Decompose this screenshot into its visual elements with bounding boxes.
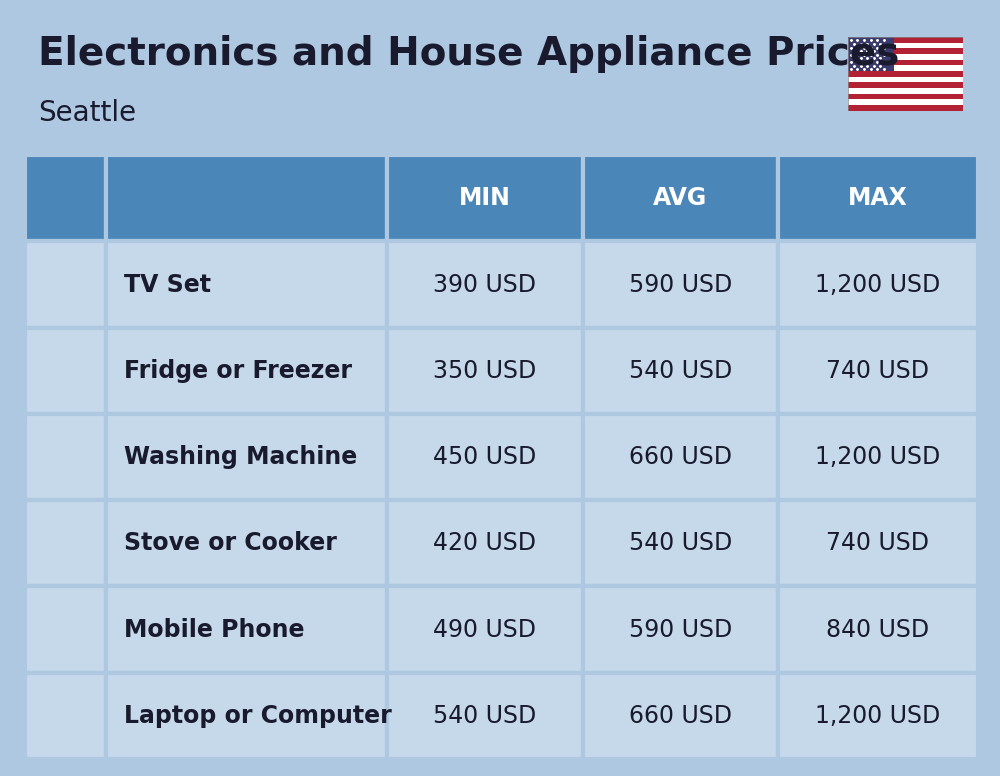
Polygon shape [43,275,68,282]
FancyBboxPatch shape [49,550,82,558]
Bar [45,282,57,289]
Polygon shape [42,698,89,718]
Bar [848,65,962,71]
Bar [56,622,61,627]
Bar [70,629,76,633]
FancyBboxPatch shape [38,525,93,562]
Text: MAX: MAX [848,186,908,210]
FancyBboxPatch shape [46,548,85,559]
Circle shape [49,449,82,472]
Circle shape [63,646,68,649]
FancyBboxPatch shape [39,438,92,476]
Bar [70,622,76,627]
Bar [49,705,82,708]
Text: 740 USD: 740 USD [826,532,929,556]
Text: 740 USD: 740 USD [826,359,929,383]
Text: 540 USD: 540 USD [629,532,732,556]
Bar [45,276,71,282]
Text: 1,200 USD: 1,200 USD [815,704,941,728]
Text: Electronics and House Appliance Prices: Electronics and House Appliance Prices [38,35,899,73]
Text: AVG: AVG [653,186,707,210]
Circle shape [75,543,81,547]
Bar [848,99,962,105]
Bar [63,635,69,639]
Bar [848,71,962,77]
Bar [56,629,61,633]
Bar [848,36,894,71]
FancyBboxPatch shape [36,268,95,296]
Text: 390 USD: 390 USD [433,272,536,296]
Text: 350 USD: 350 USD [433,359,536,383]
Text: 840 USD: 840 USD [826,618,929,642]
FancyBboxPatch shape [47,608,84,651]
Circle shape [47,442,54,446]
Bar [49,708,82,712]
Text: 450 USD: 450 USD [433,445,536,469]
Text: 420 USD: 420 USD [433,532,536,556]
Bar [60,282,71,289]
Text: 540 USD: 540 USD [629,359,732,383]
Circle shape [47,541,59,549]
Bar [848,54,962,60]
Circle shape [63,442,68,445]
Text: TV Set: TV Set [124,272,211,296]
Circle shape [50,532,56,536]
Text: 540 USD: 540 USD [433,704,536,728]
Text: 660 USD: 660 USD [629,445,732,469]
Bar [848,60,962,65]
Bar [848,94,962,99]
Bar [49,712,82,715]
Bar [54,300,77,301]
Polygon shape [39,722,92,725]
Bar [63,622,69,627]
Polygon shape [46,699,85,716]
Bar [51,389,57,391]
Bar [848,48,962,54]
Text: MIN: MIN [459,186,511,210]
Text: Washing Machine: Washing Machine [124,445,357,469]
Circle shape [47,530,59,539]
FancyBboxPatch shape [54,615,77,645]
Bar [63,629,69,633]
FancyBboxPatch shape [45,352,86,391]
Bar [63,615,69,621]
Bar [49,702,82,704]
Circle shape [53,452,78,469]
Text: Laptop or Computer: Laptop or Computer [124,704,392,728]
Bar [848,82,962,88]
Bar [848,88,962,94]
Circle shape [73,530,84,539]
Bar [56,615,61,621]
Text: Seattle: Seattle [38,99,136,127]
Bar [59,612,73,614]
Text: 590 USD: 590 USD [629,272,732,296]
Text: Stove or Cooker: Stove or Cooker [124,532,337,556]
Bar [70,615,76,621]
Bar [70,442,80,445]
Bar [848,36,962,43]
Bar [848,77,962,82]
Text: Mobile Phone: Mobile Phone [124,618,305,642]
Polygon shape [38,718,93,722]
Bar [848,105,962,110]
Text: 490 USD: 490 USD [433,618,536,642]
Bar [848,43,962,48]
Polygon shape [61,295,70,300]
Text: 1,200 USD: 1,200 USD [815,272,941,296]
Bar [51,473,58,476]
Text: Fridge or Freezer: Fridge or Freezer [124,359,352,383]
Circle shape [50,543,56,547]
Bar [77,373,81,383]
Text: 660 USD: 660 USD [629,704,732,728]
Bar [73,473,80,476]
Circle shape [73,541,84,549]
Bar [56,635,61,639]
Bar [70,635,76,639]
Text: 590 USD: 590 USD [629,618,732,642]
Circle shape [75,532,81,536]
Bar [74,389,80,391]
Bar [77,356,81,362]
Text: 1,200 USD: 1,200 USD [815,445,941,469]
